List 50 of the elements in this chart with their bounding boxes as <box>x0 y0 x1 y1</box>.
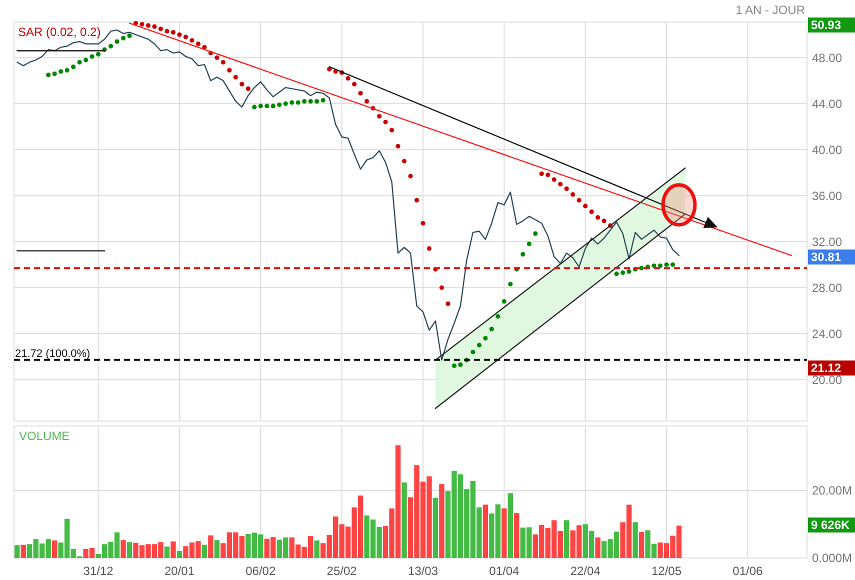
bar <box>176 550 182 558</box>
y-tick-label: 24.00 <box>812 326 842 341</box>
x-tick-label: 25/02 <box>326 564 358 578</box>
text: 50.93 <box>811 18 842 32</box>
bar <box>482 504 488 558</box>
x-tick-label: 31/12 <box>83 564 114 578</box>
y-tick-label: 0.000M <box>812 551 852 566</box>
bar <box>632 522 638 558</box>
bar <box>14 545 20 558</box>
x-tick-label: 01/06 <box>732 564 764 578</box>
bar <box>126 542 132 558</box>
x-tick-label: 20/01 <box>164 564 195 578</box>
bar <box>52 540 58 558</box>
x-tick-label: 22/04 <box>570 564 601 578</box>
bar <box>202 544 208 558</box>
bar <box>564 520 570 558</box>
y-tick-label: 48.00 <box>812 50 842 65</box>
bar <box>402 482 407 558</box>
bar <box>595 537 600 558</box>
text: 30.81 <box>811 250 842 264</box>
y-tick-label: 40.00 <box>812 142 842 157</box>
y-tick-label: 44.00 <box>812 96 842 111</box>
x-tick-label: 12/05 <box>651 564 682 578</box>
bar <box>439 484 444 558</box>
y-tick-label: 32.00 <box>812 234 842 249</box>
bar <box>20 544 26 558</box>
y-tick-label: 20.00M <box>812 484 852 498</box>
bar <box>314 540 320 558</box>
bar <box>120 540 126 558</box>
bar <box>214 540 220 558</box>
text: 1 AN - JOUR <box>736 3 806 17</box>
bar <box>508 493 514 558</box>
text: 9 626K <box>811 518 850 532</box>
y-tick-label: 28.00 <box>812 280 842 295</box>
y-tick-label: 20.00 <box>812 372 842 387</box>
bar <box>164 546 170 558</box>
chart-title: VOLUME <box>19 429 70 443</box>
text: 21.12 <box>811 361 842 376</box>
y-tick-label: 36.00 <box>812 188 842 203</box>
bar <box>502 508 507 558</box>
bar <box>514 513 520 558</box>
bar <box>208 535 214 558</box>
ref-line-label: 21.72 (100.0%) <box>15 348 90 360</box>
bar <box>432 498 438 558</box>
x-tick-label: 13/03 <box>408 564 438 578</box>
x-tick-label: 01/04 <box>489 564 520 578</box>
bar <box>170 541 176 558</box>
bar <box>638 532 644 558</box>
x-tick-label: 06/02 <box>246 564 276 578</box>
series-label: SAR (0.02, 0.2) <box>18 25 101 39</box>
